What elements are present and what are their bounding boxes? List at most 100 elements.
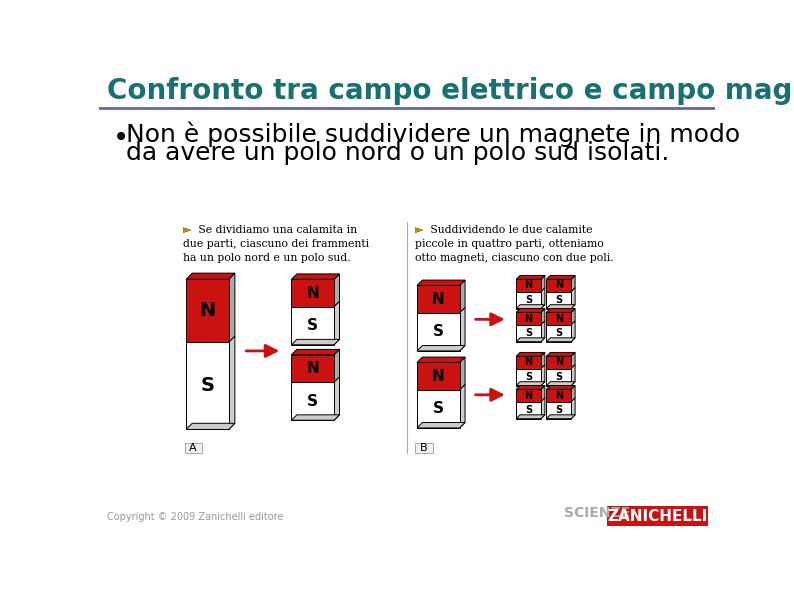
Text: N: N bbox=[555, 358, 563, 368]
Polygon shape bbox=[546, 382, 575, 386]
Text: S: S bbox=[200, 377, 214, 396]
Polygon shape bbox=[571, 365, 575, 386]
Text: ►  Suddividendo le due calamite
piccole in quattro parti, otteniamo
otto magneti: ► Suddividendo le due calamite piccole i… bbox=[415, 226, 614, 264]
Polygon shape bbox=[571, 352, 575, 368]
Text: ►  Se dividiamo una calamita in
due parti, ciascuno dei frammenti
ha un polo nor: ► Se dividiamo una calamita in due parti… bbox=[183, 226, 369, 264]
Bar bbox=[546, 389, 571, 402]
Polygon shape bbox=[516, 338, 545, 342]
Bar bbox=[415, 443, 433, 453]
Polygon shape bbox=[417, 422, 465, 428]
Polygon shape bbox=[541, 386, 545, 402]
Polygon shape bbox=[571, 398, 575, 419]
Text: da avere un polo nord o un polo sud isolati.: da avere un polo nord o un polo sud isol… bbox=[125, 140, 669, 165]
Text: S: S bbox=[525, 405, 532, 415]
Text: ►: ► bbox=[415, 226, 424, 236]
Polygon shape bbox=[541, 321, 545, 342]
Text: S: S bbox=[555, 372, 562, 382]
Bar bbox=[516, 292, 541, 309]
Text: N: N bbox=[525, 314, 533, 324]
Bar bbox=[516, 368, 541, 386]
Polygon shape bbox=[541, 309, 545, 325]
Text: S: S bbox=[525, 295, 532, 305]
Bar bbox=[546, 368, 571, 386]
Bar bbox=[516, 279, 541, 292]
Bar bbox=[417, 313, 460, 351]
Text: S: S bbox=[525, 372, 532, 382]
Text: N: N bbox=[555, 390, 563, 400]
Polygon shape bbox=[186, 273, 235, 279]
Polygon shape bbox=[541, 398, 545, 419]
Polygon shape bbox=[546, 352, 575, 356]
Polygon shape bbox=[546, 275, 575, 279]
Polygon shape bbox=[546, 415, 575, 419]
Polygon shape bbox=[334, 349, 340, 382]
Bar bbox=[516, 356, 541, 368]
Polygon shape bbox=[571, 321, 575, 342]
Text: S: S bbox=[555, 328, 562, 338]
Bar bbox=[546, 356, 571, 368]
Text: ►: ► bbox=[183, 226, 191, 236]
Bar bbox=[417, 362, 460, 390]
Bar bbox=[291, 355, 334, 382]
Text: S: S bbox=[525, 328, 532, 338]
Text: N: N bbox=[555, 314, 563, 324]
Text: S: S bbox=[433, 324, 444, 339]
Text: S: S bbox=[307, 394, 318, 409]
Bar bbox=[417, 390, 460, 428]
Bar bbox=[291, 382, 334, 420]
Polygon shape bbox=[291, 415, 340, 420]
Polygon shape bbox=[541, 365, 545, 386]
Text: S: S bbox=[433, 402, 444, 416]
Polygon shape bbox=[541, 275, 545, 292]
Polygon shape bbox=[571, 386, 575, 402]
Polygon shape bbox=[571, 309, 575, 325]
Polygon shape bbox=[291, 274, 340, 279]
Polygon shape bbox=[546, 338, 575, 342]
Text: N: N bbox=[525, 280, 533, 290]
Polygon shape bbox=[516, 415, 545, 419]
Polygon shape bbox=[229, 273, 235, 342]
Polygon shape bbox=[460, 280, 465, 313]
Bar bbox=[417, 286, 460, 313]
Text: Confronto tra campo elettrico e campo magnetico: Confronto tra campo elettrico e campo ma… bbox=[107, 77, 794, 105]
Bar bbox=[516, 312, 541, 325]
Polygon shape bbox=[516, 352, 545, 356]
Text: N: N bbox=[306, 286, 319, 300]
Text: N: N bbox=[525, 390, 533, 400]
Polygon shape bbox=[516, 305, 545, 309]
Polygon shape bbox=[516, 275, 545, 279]
Text: A: A bbox=[189, 443, 197, 453]
Bar bbox=[516, 389, 541, 402]
Text: S: S bbox=[555, 405, 562, 415]
Polygon shape bbox=[334, 302, 340, 345]
Bar bbox=[546, 279, 571, 292]
Polygon shape bbox=[334, 377, 340, 420]
Polygon shape bbox=[417, 280, 465, 286]
Polygon shape bbox=[460, 384, 465, 428]
Text: ZANICHELLI: ZANICHELLI bbox=[607, 509, 707, 524]
Polygon shape bbox=[334, 274, 340, 307]
Polygon shape bbox=[460, 308, 465, 351]
Text: N: N bbox=[525, 358, 533, 368]
Bar bbox=[291, 307, 334, 345]
Text: Non è possibile suddividere un magnete in modo: Non è possibile suddividere un magnete i… bbox=[125, 121, 740, 147]
Polygon shape bbox=[571, 288, 575, 309]
Polygon shape bbox=[516, 386, 545, 389]
Bar bbox=[291, 279, 334, 307]
Bar bbox=[546, 325, 571, 342]
Polygon shape bbox=[229, 336, 235, 430]
Text: S: S bbox=[307, 318, 318, 333]
Polygon shape bbox=[460, 357, 465, 390]
Text: N: N bbox=[432, 292, 445, 306]
Polygon shape bbox=[417, 346, 465, 351]
Bar bbox=[516, 325, 541, 342]
Polygon shape bbox=[541, 288, 545, 309]
Text: •: • bbox=[114, 124, 129, 152]
Bar bbox=[184, 443, 202, 453]
Polygon shape bbox=[291, 349, 340, 355]
Bar bbox=[607, 506, 707, 526]
Polygon shape bbox=[516, 309, 545, 312]
Bar bbox=[186, 279, 229, 342]
Polygon shape bbox=[571, 275, 575, 292]
Text: N: N bbox=[432, 369, 445, 384]
